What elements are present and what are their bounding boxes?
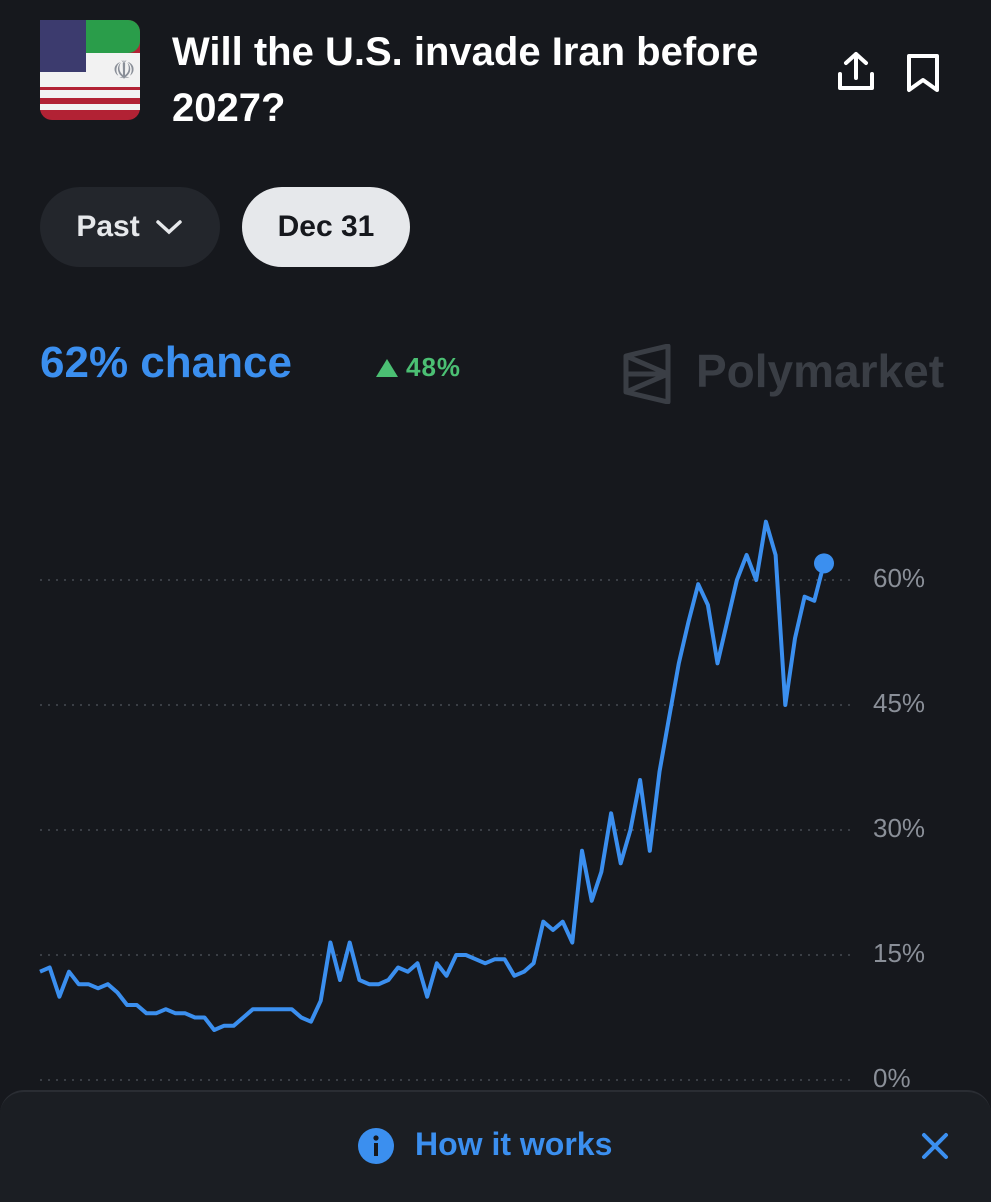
up-triangle	[376, 359, 398, 377]
y-tick-label: 0%	[873, 1063, 911, 1093]
change-text: 48%	[406, 352, 462, 382]
how-it-works-link[interactable]: How it works	[415, 1126, 613, 1162]
y-tick-label: 45%	[873, 688, 925, 718]
brand-name: Polymarket	[696, 345, 945, 397]
chevron-icon	[155, 220, 182, 235]
bookmark-button[interactable]	[905, 52, 941, 94]
y-tick-label: 60%	[873, 563, 925, 593]
info-icon	[358, 1128, 394, 1164]
market-icon: ☫	[40, 20, 140, 120]
last-point	[814, 553, 834, 574]
market-title: Will the U.S. invade Iran before 2027?	[172, 30, 759, 130]
y-tick-label: 30%	[873, 813, 925, 843]
date-button[interactable]: Dec 31	[242, 187, 410, 267]
period-label: Past	[76, 210, 140, 243]
brand-logo	[623, 344, 671, 404]
svg-text:☫: ☫	[112, 55, 135, 85]
share-button[interactable]	[836, 50, 876, 94]
price-line	[39, 519, 826, 1032]
chance-text: 62% chance	[40, 338, 292, 387]
footer-bar	[0, 1090, 991, 1202]
close-button[interactable]	[920, 1131, 950, 1161]
period-dropdown[interactable]: Past	[40, 187, 220, 267]
y-tick-label: 15%	[873, 938, 925, 968]
